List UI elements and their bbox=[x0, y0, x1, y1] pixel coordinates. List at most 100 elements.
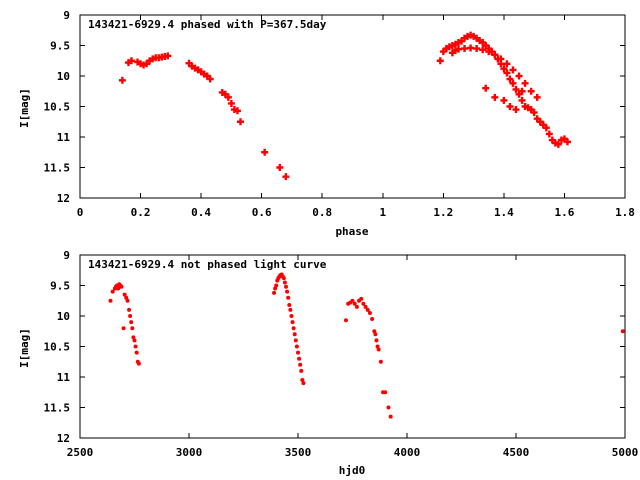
top-x-tick-label: 0.6 bbox=[252, 206, 272, 219]
top-data-point bbox=[482, 84, 490, 92]
bottom-data-point bbox=[373, 332, 378, 337]
top-data-point bbox=[473, 34, 481, 42]
top-plot-title: 143421-6929.4 phased with P=367.5day bbox=[88, 18, 327, 31]
top-data-point bbox=[470, 32, 478, 40]
top-x-tick-label: 0.8 bbox=[312, 206, 332, 219]
top-y-tick-label: 9.5 bbox=[50, 40, 70, 53]
bottom-data-point bbox=[130, 326, 135, 331]
bottom-data-point bbox=[108, 298, 113, 303]
top-data-point bbox=[200, 70, 208, 78]
top-data-point bbox=[509, 66, 517, 74]
top-y-tick-label: 9 bbox=[63, 9, 70, 22]
top-x-tick-label: 0 bbox=[77, 206, 84, 219]
top-data-point bbox=[503, 69, 511, 77]
top-data-point bbox=[134, 58, 142, 66]
bottom-data-point bbox=[290, 320, 295, 325]
bottom-x-tick-label: 5000 bbox=[612, 446, 639, 459]
bottom-data-point bbox=[124, 295, 129, 300]
top-y-tick-label: 11.5 bbox=[44, 162, 71, 175]
top-data-point bbox=[518, 87, 526, 95]
bottom-y-tick-label: 11.5 bbox=[44, 402, 71, 415]
bottom-chart: 143421-6929.4 not phased light curve hjd… bbox=[18, 249, 638, 477]
bottom-data-point bbox=[378, 359, 383, 364]
top-x-tick-label: 1.8 bbox=[615, 206, 635, 219]
top-data-point bbox=[276, 164, 284, 171]
top-data-point bbox=[467, 44, 475, 52]
bottom-y-tick-label: 10 bbox=[57, 310, 70, 323]
top-data-point bbox=[191, 64, 199, 72]
top-data-point bbox=[473, 45, 481, 53]
top-data-point bbox=[149, 55, 157, 63]
top-data-point bbox=[164, 52, 172, 60]
top-data-point bbox=[485, 48, 493, 56]
top-data-point bbox=[539, 121, 547, 129]
top-chart: 143421-6929.4 phased with P=367.5day pha… bbox=[18, 9, 635, 238]
top-data-point bbox=[518, 96, 526, 104]
top-data-point bbox=[479, 46, 487, 54]
bottom-data-point bbox=[129, 320, 134, 325]
bottom-data-point bbox=[282, 280, 287, 285]
top-y-tick-label: 10.5 bbox=[44, 101, 71, 114]
bottom-data-point bbox=[296, 350, 300, 355]
top-data-point bbox=[227, 99, 235, 107]
bottom-data-point bbox=[370, 317, 375, 322]
top-data-point bbox=[137, 60, 145, 68]
top-data-point bbox=[143, 60, 151, 68]
bottom-data-point bbox=[110, 289, 115, 294]
bottom-data-point bbox=[299, 368, 304, 373]
bottom-data-point bbox=[388, 414, 393, 419]
bottom-data-point bbox=[291, 326, 296, 331]
top-data-point bbox=[197, 68, 205, 76]
top-x-tick-label: 0.2 bbox=[131, 206, 151, 219]
top-data-point bbox=[203, 72, 211, 80]
top-data-point bbox=[521, 103, 529, 110]
bottom-data-point bbox=[361, 301, 366, 306]
top-data-point bbox=[124, 59, 132, 67]
top-data-point bbox=[218, 88, 226, 96]
bottom-data-point bbox=[131, 335, 136, 340]
bottom-data-point bbox=[297, 356, 302, 361]
bottom-data-point bbox=[375, 344, 380, 349]
top-y-tick-label: 11 bbox=[57, 131, 71, 144]
bottom-data-point bbox=[367, 310, 372, 315]
bottom-data-point bbox=[294, 344, 299, 349]
top-plot-frame bbox=[79, 14, 626, 199]
bottom-x-tick-label: 4000 bbox=[394, 446, 421, 459]
top-data-point bbox=[439, 48, 447, 56]
top-data-point bbox=[497, 60, 505, 68]
bottom-y-tick-label: 11 bbox=[57, 371, 71, 384]
bottom-points bbox=[108, 272, 625, 419]
top-data-point bbox=[224, 93, 232, 101]
bottom-data-point bbox=[292, 332, 297, 337]
top-data-point bbox=[461, 34, 469, 42]
bottom-data-point bbox=[300, 378, 305, 383]
top-data-point bbox=[146, 57, 154, 65]
top-data-point bbox=[445, 43, 453, 51]
top-data-point bbox=[448, 49, 456, 57]
bottom-y-tick-label: 12 bbox=[57, 432, 70, 445]
bottom-plot-frame bbox=[79, 254, 626, 439]
top-data-point bbox=[261, 148, 269, 156]
top-data-point bbox=[548, 136, 556, 144]
top-data-point bbox=[454, 38, 462, 46]
top-ticks: 0 0.2 0.4 0.6 0.8 1 1.2 1.4 1.6 1.8 9 9.5 10 10.5 11 11… bbox=[44, 9, 635, 219]
top-data-point bbox=[560, 135, 568, 143]
top-data-point bbox=[461, 45, 469, 53]
top-points bbox=[118, 31, 571, 181]
top-data-point bbox=[230, 106, 238, 114]
bottom-y-tick-label: 9.5 bbox=[50, 280, 70, 293]
bottom-data-point bbox=[274, 283, 279, 288]
bottom-data-point bbox=[285, 289, 290, 294]
bottom-x-tick-label: 3000 bbox=[176, 446, 203, 459]
bottom-data-point bbox=[128, 314, 133, 318]
top-data-point bbox=[188, 62, 196, 70]
top-data-point bbox=[448, 42, 456, 49]
top-data-point bbox=[506, 75, 514, 83]
top-x-tick-label: 1 bbox=[379, 206, 386, 219]
top-x-axis-label: phase bbox=[335, 225, 368, 238]
bottom-x-tick-label: 2500 bbox=[67, 446, 94, 459]
top-data-point bbox=[557, 136, 565, 144]
bottom-data-point bbox=[127, 307, 132, 312]
bottom-ticks: 2500 3000 3500 4000 4500 5000 9 9.5 10 10.5 11 11.5… bbox=[44, 249, 639, 459]
